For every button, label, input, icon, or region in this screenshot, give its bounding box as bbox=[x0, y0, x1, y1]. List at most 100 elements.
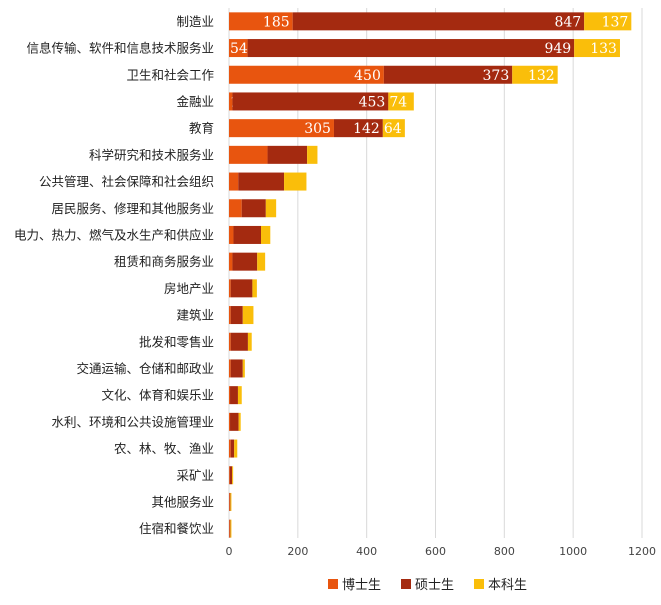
bar-segment bbox=[229, 279, 231, 298]
category-label: 水利、环境和公共设施管理业 bbox=[51, 414, 214, 429]
bar-segment bbox=[229, 92, 233, 111]
x-axis-ticks: 0 200 400 600 800 1000 1200 bbox=[226, 545, 657, 558]
bar-segment bbox=[242, 359, 245, 378]
x-tick-label: 400 bbox=[356, 545, 377, 558]
bar-segment bbox=[230, 519, 232, 538]
data-label: 453 bbox=[359, 94, 386, 110]
data-label: 142 bbox=[353, 121, 380, 137]
category-label: 房地产业 bbox=[164, 281, 214, 296]
bar-segment bbox=[229, 332, 231, 351]
bar-segment bbox=[229, 439, 231, 458]
category-labels: 制造业信息传输、软件和信息技术服务业卫生和社会工作金融业教育科学研究和技术服务业… bbox=[14, 14, 215, 536]
data-label: 132 bbox=[528, 68, 555, 84]
bar-segment bbox=[229, 519, 231, 538]
x-tick-label: 200 bbox=[287, 545, 308, 558]
data-label: 133 bbox=[590, 41, 617, 57]
category-label: 文化、体育和娱乐业 bbox=[101, 388, 214, 403]
category-label: 卫生和社会工作 bbox=[126, 67, 214, 82]
category-label: 信息传输、软件和信息技术服务业 bbox=[26, 41, 214, 56]
gridlines bbox=[228, 8, 643, 538]
legend-label: 硕士生 bbox=[415, 578, 454, 593]
bar-segment bbox=[383, 65, 513, 84]
x-tick-label: 800 bbox=[494, 545, 515, 558]
bar-segment bbox=[238, 172, 285, 191]
bar-segment bbox=[388, 92, 414, 111]
bar-segment bbox=[230, 279, 253, 298]
bar-segment bbox=[247, 39, 575, 58]
bar-segment bbox=[292, 12, 585, 31]
data-label: 185 bbox=[263, 14, 290, 30]
bar-segment bbox=[229, 466, 233, 485]
bar-segment bbox=[229, 119, 334, 138]
data-label: 847 bbox=[554, 14, 581, 30]
category-label: 制造业 bbox=[176, 14, 214, 29]
category-label: 建筑业 bbox=[176, 308, 214, 323]
legend: 博士生 硕士生 本科生 bbox=[328, 578, 527, 593]
data-label: 54 bbox=[230, 41, 248, 57]
category-label: 农、林、牧、渔业 bbox=[114, 441, 214, 456]
bar-segment bbox=[229, 466, 230, 485]
bar-segment bbox=[232, 92, 389, 111]
bar-segment bbox=[233, 225, 262, 244]
category-label: 金融业 bbox=[176, 94, 214, 109]
x-tick-label: 1200 bbox=[628, 545, 656, 558]
bar-segment bbox=[382, 119, 405, 138]
bar-segment bbox=[232, 252, 258, 271]
bar-segment bbox=[229, 519, 230, 538]
x-tick-label: 0 bbox=[226, 545, 233, 558]
bar-segment bbox=[230, 492, 232, 511]
bar-segment bbox=[229, 225, 234, 244]
bar-segment bbox=[284, 172, 307, 191]
bar-segment bbox=[230, 359, 243, 378]
bar-segment bbox=[230, 332, 248, 351]
data-label: 74 bbox=[389, 94, 407, 110]
legend-swatch bbox=[474, 579, 484, 589]
bar-segment bbox=[584, 12, 632, 31]
bar-segment bbox=[574, 39, 620, 58]
category-label: 采矿业 bbox=[176, 468, 214, 483]
data-label: 137 bbox=[602, 14, 629, 30]
bar-segment bbox=[307, 145, 318, 164]
category-label: 公共管理、社会保障和社会组织 bbox=[39, 174, 214, 189]
bar-segment bbox=[229, 492, 230, 511]
category-label: 电力、热力、燃气及水生产和供应业 bbox=[14, 227, 214, 242]
category-label: 其他服务业 bbox=[151, 494, 214, 509]
bar-segment bbox=[229, 306, 231, 325]
x-tick-label: 1000 bbox=[559, 545, 587, 558]
legend-swatch bbox=[328, 579, 338, 589]
legend-swatch bbox=[401, 579, 411, 589]
category-label: 批发和零售业 bbox=[139, 334, 214, 349]
bar-segment bbox=[238, 412, 241, 431]
category-label: 租赁和商务服务业 bbox=[114, 254, 214, 269]
category-label: 教育 bbox=[189, 121, 214, 136]
bar-segment bbox=[265, 199, 277, 218]
legend-label: 本科生 bbox=[488, 578, 527, 593]
category-label: 交通运输、仓储和邮政业 bbox=[76, 361, 214, 376]
bar-segment bbox=[229, 172, 239, 191]
data-label: 64 bbox=[384, 121, 402, 137]
bar-segment bbox=[267, 145, 308, 164]
bar-segment bbox=[252, 279, 257, 298]
bar-segment bbox=[229, 12, 293, 31]
category-label: 科学研究和技术服务业 bbox=[89, 147, 214, 162]
bar-segment bbox=[230, 386, 238, 405]
bar-segment bbox=[232, 466, 234, 485]
bar-segment bbox=[230, 439, 235, 458]
bar-segment bbox=[229, 65, 384, 84]
bar-segment bbox=[333, 119, 383, 138]
data-label: 450 bbox=[354, 68, 381, 84]
bar-segment bbox=[229, 199, 242, 218]
bar-segment bbox=[237, 386, 242, 405]
legend-label: 博士生 bbox=[342, 578, 381, 593]
data-label: 305 bbox=[304, 121, 331, 137]
bar-segment bbox=[261, 225, 271, 244]
bar-segment bbox=[229, 359, 231, 378]
bar-segment bbox=[241, 199, 266, 218]
bars: 1858471375494913345037313210453743051426… bbox=[229, 12, 632, 538]
bar-segment bbox=[257, 252, 266, 271]
bar-segment bbox=[229, 412, 231, 431]
bar-segment bbox=[229, 252, 233, 271]
bar-segment bbox=[234, 439, 238, 458]
bar-segment bbox=[229, 39, 248, 58]
